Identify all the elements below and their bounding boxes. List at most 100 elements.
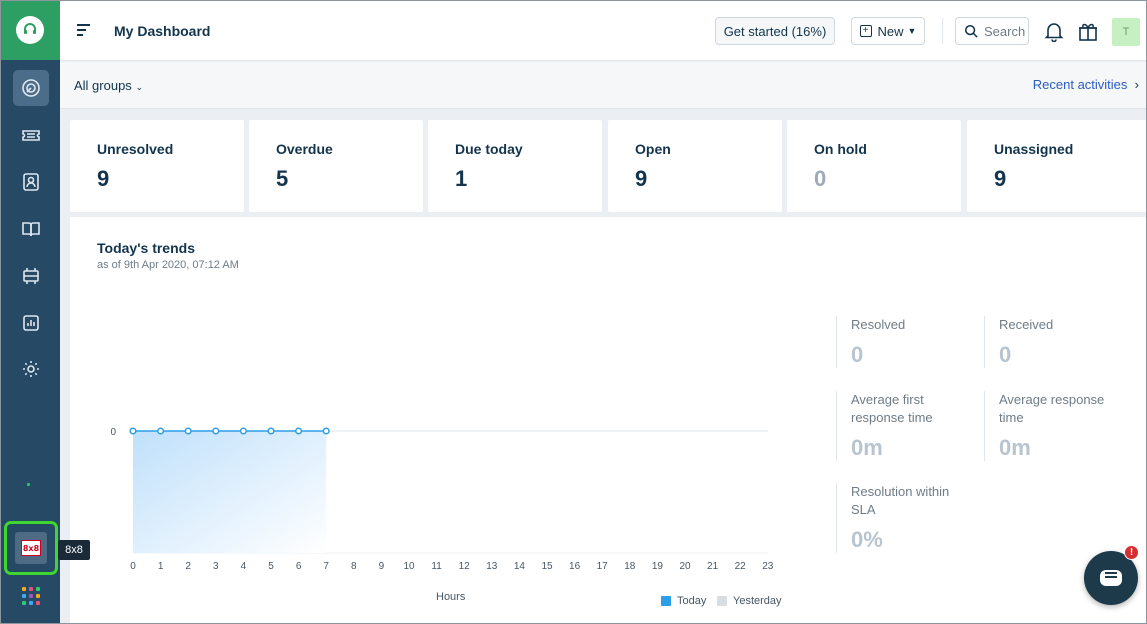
admin-icon: [23, 361, 39, 377]
trends-title: Today's trends: [97, 240, 195, 256]
app-8x8-highlight[interactable]: 8x8: [4, 521, 58, 575]
chat-widget-button[interactable]: [1084, 551, 1138, 605]
today-point: [212, 427, 220, 435]
x-tick-label: 21: [707, 561, 719, 572]
nav-admin[interactable]: [13, 351, 49, 387]
x-tick-label: 7: [323, 561, 329, 572]
notifications-bell-icon[interactable]: [1043, 20, 1065, 43]
contacts-icon: [23, 173, 39, 191]
dashboard-icon: [22, 79, 40, 97]
today-point: [184, 427, 192, 435]
top-header: My Dashboard Get started (16%) + New ▼ S…: [60, 0, 1147, 61]
recent-activities-link[interactable]: Recent activities ›: [1033, 77, 1139, 92]
x-tick-label: 13: [486, 561, 498, 572]
today-point: [322, 427, 330, 435]
gift-icon[interactable]: [1077, 20, 1099, 42]
stat-card-on-hold[interactable]: On hold 0: [787, 120, 961, 212]
x-tick-label: 22: [735, 561, 747, 572]
metric-value: 0m: [851, 435, 883, 460]
x-tick-label: 2: [185, 561, 191, 572]
stat-value: 1: [455, 166, 468, 191]
stat-card-due-today[interactable]: Due today 1: [428, 120, 602, 212]
trends-panel: Today's trends as of 9th Apr 2020, 07:12…: [70, 217, 1147, 624]
stat-value: 9: [994, 166, 1007, 191]
stat-label: Overdue: [276, 141, 333, 157]
today-point: [129, 427, 137, 435]
stat-card-open[interactable]: Open 9: [608, 120, 782, 212]
8x8-logo-icon: 8x8: [21, 540, 41, 556]
x-tick-label: 14: [514, 561, 526, 572]
forums-icon: [23, 268, 39, 284]
x-tick-label: 20: [679, 561, 691, 572]
metric-resolution-sla: Resolution within SLA 0%: [836, 483, 961, 553]
reports-icon: [23, 315, 39, 331]
x-axis-label: Hours: [436, 591, 466, 603]
metric-label: Received: [999, 317, 1054, 332]
nav-solutions[interactable]: [13, 211, 49, 247]
x-tick-label: 0: [130, 561, 136, 572]
search-placeholder: Search: [984, 23, 1026, 39]
x-tick-label: 8: [351, 561, 357, 572]
chevron-right-icon: ›: [1131, 77, 1139, 92]
trends-subtitle: as of 9th Apr 2020, 07:12 AM: [97, 259, 239, 271]
stat-card-overdue[interactable]: Overdue 5: [249, 120, 423, 212]
chat-icon: [1100, 570, 1122, 586]
y-tick-label: 0: [110, 427, 116, 438]
nav-dashboard[interactable]: [13, 70, 49, 106]
today-point: [239, 427, 247, 435]
x-tick-label: 6: [296, 561, 302, 572]
x-tick-label: 9: [379, 561, 385, 572]
x-tick-label: 17: [597, 561, 609, 572]
plus-icon: +: [859, 25, 872, 37]
metric-value: 0: [999, 342, 1012, 367]
tickets-icon: [22, 130, 40, 141]
x-tick-label: 23: [762, 561, 774, 572]
avatar[interactable]: T: [1112, 18, 1140, 46]
x-tick-label: 10: [403, 561, 415, 572]
chat-notification-badge: !: [1124, 545, 1139, 560]
legend-yesterday[interactable]: Yesterday: [717, 595, 782, 607]
nav-contacts[interactable]: [13, 164, 49, 200]
x-tick-label: 15: [541, 561, 553, 572]
x-tick-label: 19: [652, 561, 664, 572]
groups-select[interactable]: All groups ⌄: [74, 78, 143, 93]
page-title: My Dashboard: [114, 23, 211, 39]
stat-label: Unassigned: [994, 141, 1074, 157]
metric-label: Resolved: [851, 317, 906, 332]
apps-grid-icon[interactable]: [22, 587, 40, 605]
new-button-label: New: [877, 23, 904, 39]
x-tick-label: 1: [158, 561, 164, 572]
sidebar: 8x8: [0, 0, 60, 624]
nav-tickets[interactable]: [13, 117, 49, 153]
metric-value: 0: [851, 342, 864, 367]
search-input[interactable]: Search: [955, 17, 1029, 45]
stat-label: Due today: [455, 141, 523, 157]
today-point: [295, 427, 303, 435]
app-8x8-button[interactable]: 8x8: [15, 532, 47, 564]
get-started-button[interactable]: Get started (16%): [715, 17, 835, 45]
x-tick-label: 11: [431, 561, 442, 572]
legend-today[interactable]: Today: [661, 595, 706, 607]
menu-icon[interactable]: [77, 24, 90, 36]
search-icon: [964, 24, 978, 38]
trends-chart: 00 1 2 3 4 5 6 7 8 9 10 11 12 13 14 15 16 17 18 19 20 21 22 23: [110, 427, 774, 572]
status-dot: [27, 483, 30, 486]
x-tick-label: 5: [268, 561, 274, 572]
stat-label: Open: [635, 141, 671, 157]
headset-icon: [16, 16, 44, 44]
stat-card-unresolved[interactable]: Unresolved 9: [70, 120, 244, 212]
nav-forums[interactable]: [13, 258, 49, 294]
metric-label: Resolution within SLA: [851, 484, 950, 517]
groups-bar: All groups ⌄ Recent activities ›: [60, 62, 1147, 109]
stat-card-unassigned[interactable]: Unassigned 9: [967, 120, 1147, 212]
stat-value: 9: [635, 166, 648, 191]
x-tick-label: 12: [459, 561, 471, 572]
freshdesk-logo[interactable]: [0, 0, 60, 60]
metric-resolved: Resolved 0: [836, 316, 976, 368]
nav-reports[interactable]: [13, 305, 49, 341]
metric-value: 0%: [851, 527, 883, 552]
metric-label: Average response time: [999, 392, 1105, 425]
metric-received: Received 0: [984, 316, 1124, 368]
groups-select-label: All groups: [74, 78, 132, 93]
new-button[interactable]: + New ▼: [851, 17, 925, 45]
